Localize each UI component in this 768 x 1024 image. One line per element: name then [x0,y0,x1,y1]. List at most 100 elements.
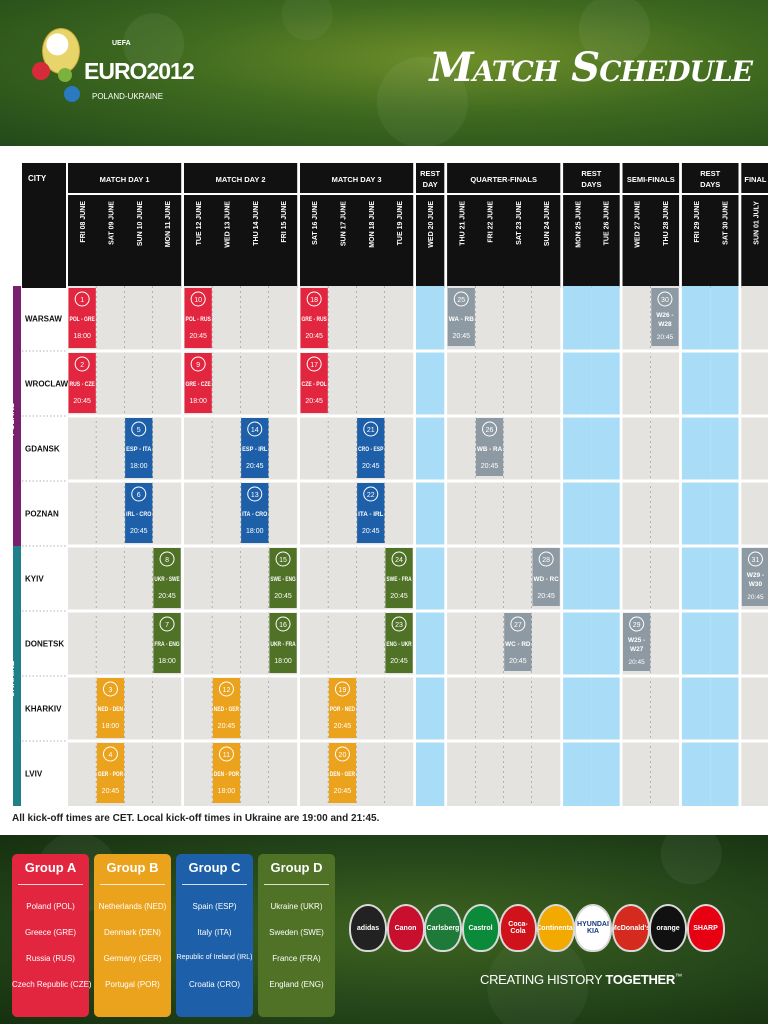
match-time: 20:45 [305,333,323,340]
city-label: KHARKIV [25,705,62,714]
slogan-light: CREATING HISTORY [480,972,603,987]
day-label: WED 20 JUNE [428,201,435,248]
group-team: Poland (POL) [26,902,75,911]
group-team: Sweden (SWE) [269,928,324,937]
day-label: WED 13 JUNE [224,201,231,248]
day-label: FRI 08 JUNE [80,201,87,243]
stage-header-bg [622,163,680,193]
match-number: 5 [137,427,141,434]
match-box [357,483,385,543]
match-time: 18:00 [158,658,176,665]
flower-icon [58,68,72,82]
day-header-bg [681,195,739,288]
match-number: 29 [633,622,641,629]
match-teams: DEN - POR [214,772,240,778]
header-banner: UEFA EURO2012 POLAND-UKRAINE Match Sched… [0,0,768,146]
match-teams: POR - NED [330,707,356,713]
match-teams: UKR - SWE [154,577,179,583]
match-teams: W29 - [747,572,764,579]
stage-header: MATCH DAY 2 [216,175,266,184]
match-box [68,353,96,413]
match-time: 18:00 [189,398,207,405]
match-number: 9 [196,362,200,369]
stage-header-bg [563,163,620,193]
match-number: 26 [486,427,494,434]
group-divider [100,884,165,885]
stage-header: SEMI-FINALS [627,175,675,184]
day-header-bg [416,195,445,288]
group-card: Group D Ukraine (UKR) Sweden (SWE) France (… [258,854,335,1017]
sponsor-logo: SHARP [686,904,725,952]
match-number-badge [657,291,673,307]
group-team: England (ENG) [269,980,324,989]
stage-header-bg [68,163,182,193]
match-teams: WB - RA [477,447,503,453]
match-time: 20:45 [130,528,148,535]
match-box [328,678,357,738]
group-team: Czech Republic (CZE) [12,980,92,989]
match-time: 20:45 [629,659,646,666]
match-time: 20:45 [509,658,527,665]
country-bar [13,546,21,806]
match-number-badge [131,486,147,502]
day-label: FRI 15 JUNE [281,201,288,243]
match-box [153,548,181,608]
match-number: 20 [339,752,347,759]
group-team: Ukraine (UKR) [270,902,323,911]
match-box [475,418,504,476]
match-teams: POL - RUS [186,317,211,323]
sponsor-logo: HYUNDAI KIA [574,904,612,952]
match-time: 20:45 [657,334,674,341]
match-number-badge [218,681,234,697]
match-number: 16 [279,622,287,629]
kickoff-note: All kick-off times are CET. Local kick-o… [12,813,380,824]
city-label: DONETSK [25,640,64,649]
match-time: 18:00 [246,528,264,535]
match-teams: WD - RC [534,577,560,583]
match-teams: NED - GER [214,707,240,713]
match-teams: WC - RD [505,642,531,648]
match-number-badge [247,421,263,437]
match-number: 18 [310,297,318,304]
match-teams: FRA - ENG [154,642,180,648]
match-number-badge [159,551,175,567]
match-number: 10 [194,297,202,304]
match-teams: GRE - RUS [302,317,327,323]
day-label: THU 14 JUNE [253,201,260,246]
match-time: 20:45 [537,593,555,600]
match-number-badge [275,551,291,567]
match-teams: W27 [630,646,644,653]
match-box [504,613,532,671]
match-number: 21 [367,427,375,434]
match-number-badge [190,291,206,307]
stage-header-bg [300,163,414,193]
match-number: 2 [80,362,84,369]
logo-uefa: UEFA [112,40,131,47]
stage-header: REST [420,169,440,178]
match-number-badge [159,616,175,632]
match-time: 20:45 [218,723,236,730]
match-box [300,353,328,413]
match-time: 20:45 [362,463,380,470]
stage-header: DAYS [581,180,601,189]
match-time: 20:45 [334,788,352,795]
match-teams: GER - POR [98,772,124,778]
match-box [651,288,679,346]
match-time: 20:45 [305,398,323,405]
match-time: 20:45 [452,333,470,340]
match-box [532,548,560,606]
day-label: WED 27 JUNE [635,201,642,248]
match-time: 18:00 [73,333,91,340]
city-label: GDANSK [25,445,60,454]
match-number: 30 [661,297,669,304]
match-time: 20:45 [390,593,408,600]
match-number: 15 [279,557,287,564]
match-number-badge [218,746,234,762]
city-label: KYIV [25,575,44,584]
match-number: 28 [542,557,550,564]
match-time: 20:45 [102,788,120,795]
match-box [96,743,125,803]
stage-header: DAYS [700,180,720,189]
match-number-badge [74,356,90,372]
city-label: LVIV [25,770,43,779]
